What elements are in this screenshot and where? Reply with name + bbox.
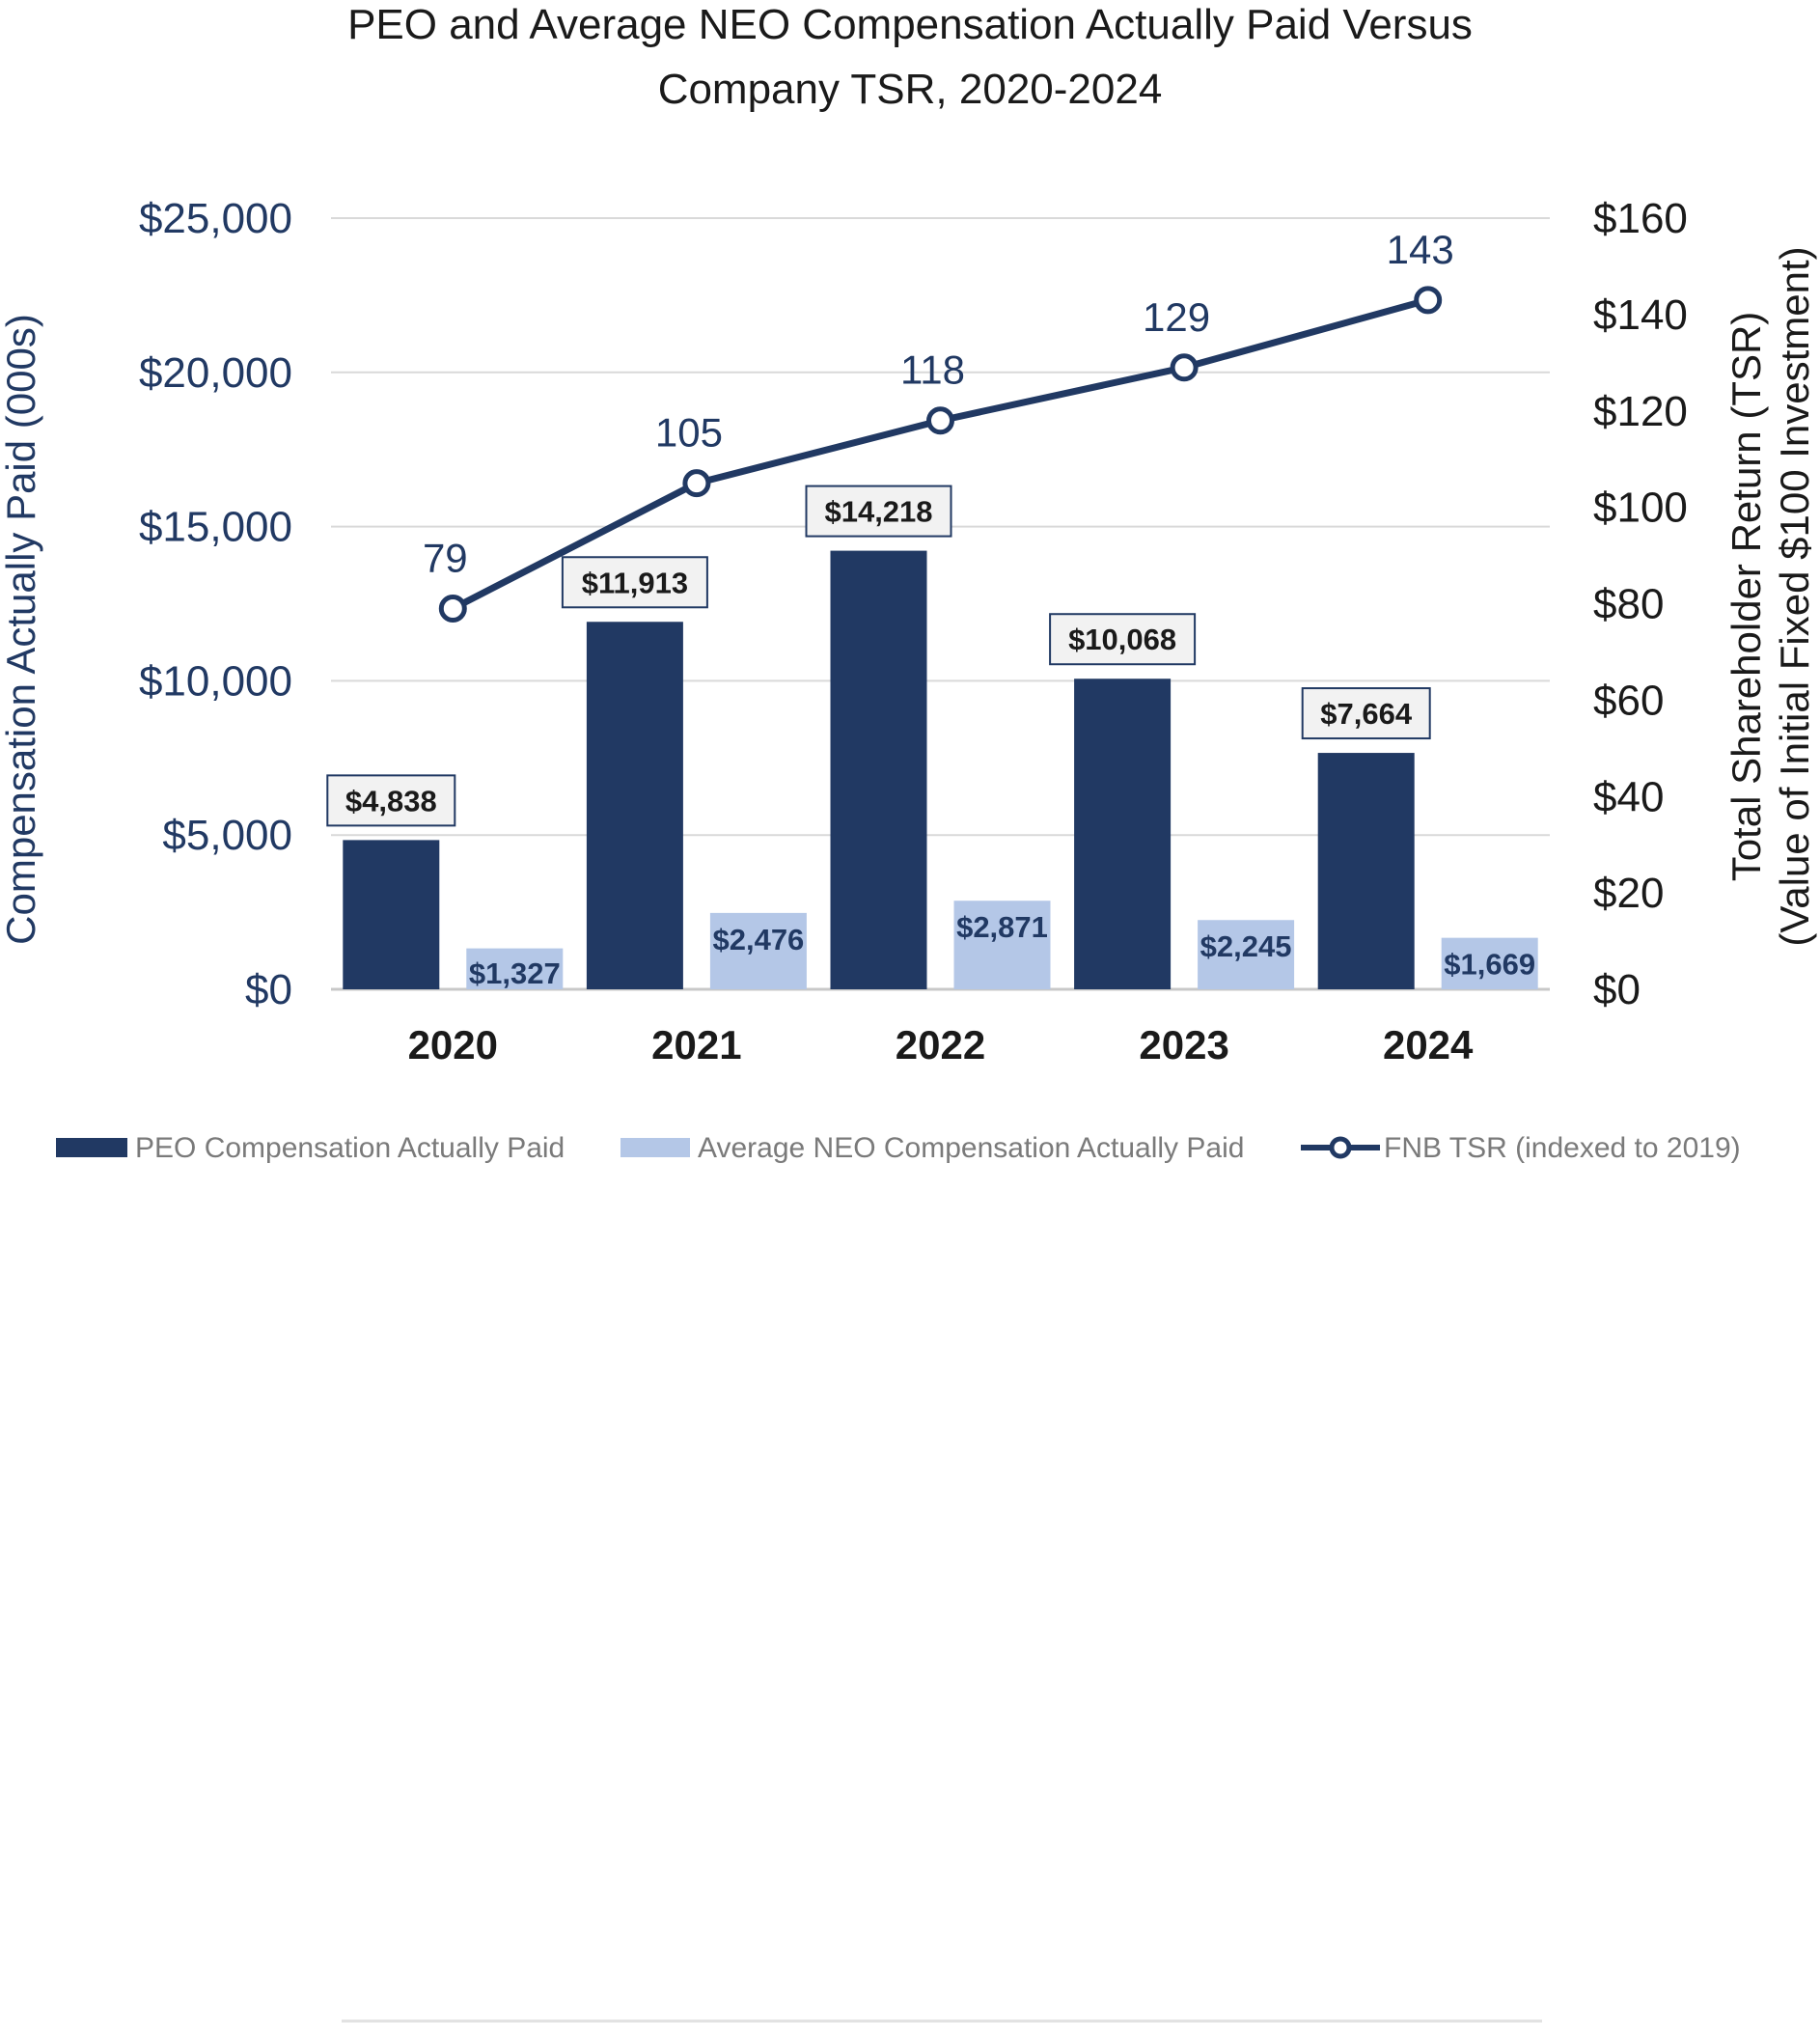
peo-value-label: $10,068 [1068,623,1176,656]
tsr-value-label: 105 [655,410,723,456]
category-label: 2024 [1383,1022,1474,1067]
tsr-value-label: 129 [1143,294,1210,340]
left-axis-tick-label: $15,000 [139,504,292,551]
category-label: 2021 [651,1022,741,1067]
chart-title: PEO and Average NEO Compensation Actuall… [347,1,1473,113]
peo-bar [1074,679,1172,989]
neo-bar [709,912,807,989]
left-axis-tick-label: $25,000 [139,195,292,242]
left-axis-title: Compensation Actually Paid (000s) [0,314,43,945]
peo-bar [1317,753,1415,989]
legend-label-peo: PEO Compensation Actually Paid [135,1132,565,1164]
right-axis-tick-label: $120 [1593,388,1688,435]
right-axis-tick-label: $80 [1593,581,1664,628]
left-axis-tick-label: $10,000 [139,657,292,705]
right-axis-ticks: $0 $20 $40 $60 $80 $100 $120 $140 $160 [1593,195,1688,1013]
neo-value-label: $1,327 [469,956,561,990]
right-axis-title-line-2: (Value of Initial Fixed $100 Investment) [1772,246,1817,946]
peo-bar [343,840,440,989]
chart-title-line-1: PEO and Average NEO Compensation Actuall… [347,1,1473,48]
legend-swatch-tsr-marker [1329,1136,1352,1159]
neo-value-label: $2,245 [1200,929,1292,963]
right-axis-tick-label: $0 [1593,966,1641,1013]
chart-title-line-2: Company TSR, 2020-2024 [658,66,1163,113]
peo-value-label: $7,664 [1320,697,1413,731]
peo-value-label-box [1301,687,1431,740]
tsr-point [682,469,711,498]
right-axis-tick-label: $140 [1593,291,1688,339]
left-axis-ticks: $0 $5,000 $10,000 $15,000 $20,000 $25,000 [139,195,292,1013]
tsr-point [1414,286,1443,315]
category-label: 2022 [896,1022,985,1067]
legend-swatch-neo [620,1138,690,1157]
bar-series [343,550,1538,989]
right-axis-tick-label: $40 [1593,773,1664,820]
peo-bar [830,550,927,989]
tsr-value-label: 143 [1387,227,1454,272]
category-label: 2020 [408,1022,498,1067]
peo-value-label-box [805,485,952,538]
tsr-value-label: 79 [423,535,468,580]
neo-bar [1441,937,1538,989]
left-axis-tick-label: $20,000 [139,349,292,397]
tsr-point [1170,353,1199,382]
neo-value-label: $1,669 [1444,948,1535,982]
legend-label-neo: Average NEO Compensation Actually Paid [698,1132,1244,1164]
peo-value-label-box [1049,613,1197,666]
neo-bar [1198,920,1295,989]
peo-value-label: $11,913 [582,566,688,599]
right-axis-title-line-1: Total Shareholder Return (TSR) [1723,312,1769,882]
neo-value-label: $2,871 [956,910,1048,944]
right-axis-tick-label: $100 [1593,485,1688,532]
peo-value-label: $4,838 [345,784,437,818]
tsr-value-label: 118 [900,347,965,393]
category-label: 2023 [1139,1022,1228,1067]
peo-bar [586,622,683,989]
tsr-line-series: 79 105 118 129 143 [423,227,1454,623]
tsr-point [926,406,954,435]
neo-value-label: $2,476 [712,923,804,956]
legend-swatch-peo [56,1138,127,1157]
left-axis-tick-label: $0 [245,966,292,1013]
peo-value-label-box [326,774,456,827]
peo-value-label: $14,218 [824,495,932,529]
right-axis-tick-label: $160 [1593,195,1688,242]
x-axis-category-labels: 2020 2021 2022 2023 2024 [408,1022,1474,1067]
right-axis-tick-label: $60 [1593,677,1664,724]
neo-bar [953,901,1051,989]
peo-value-label-box [561,556,708,609]
left-axis-tick-label: $5,000 [162,812,292,859]
legend-label-tsr: FNB TSR (indexed to 2019) [1384,1132,1741,1164]
neo-bar [466,948,564,989]
right-axis-tick-label: $20 [1593,870,1664,917]
legend: PEO Compensation Actually Paid Average N… [56,1132,1741,1164]
bar-data-labels: $4,838 $1,327 $11,913 $2,476 $14,218 $2,871 $1… [326,485,1535,990]
tsr-point [438,594,467,623]
